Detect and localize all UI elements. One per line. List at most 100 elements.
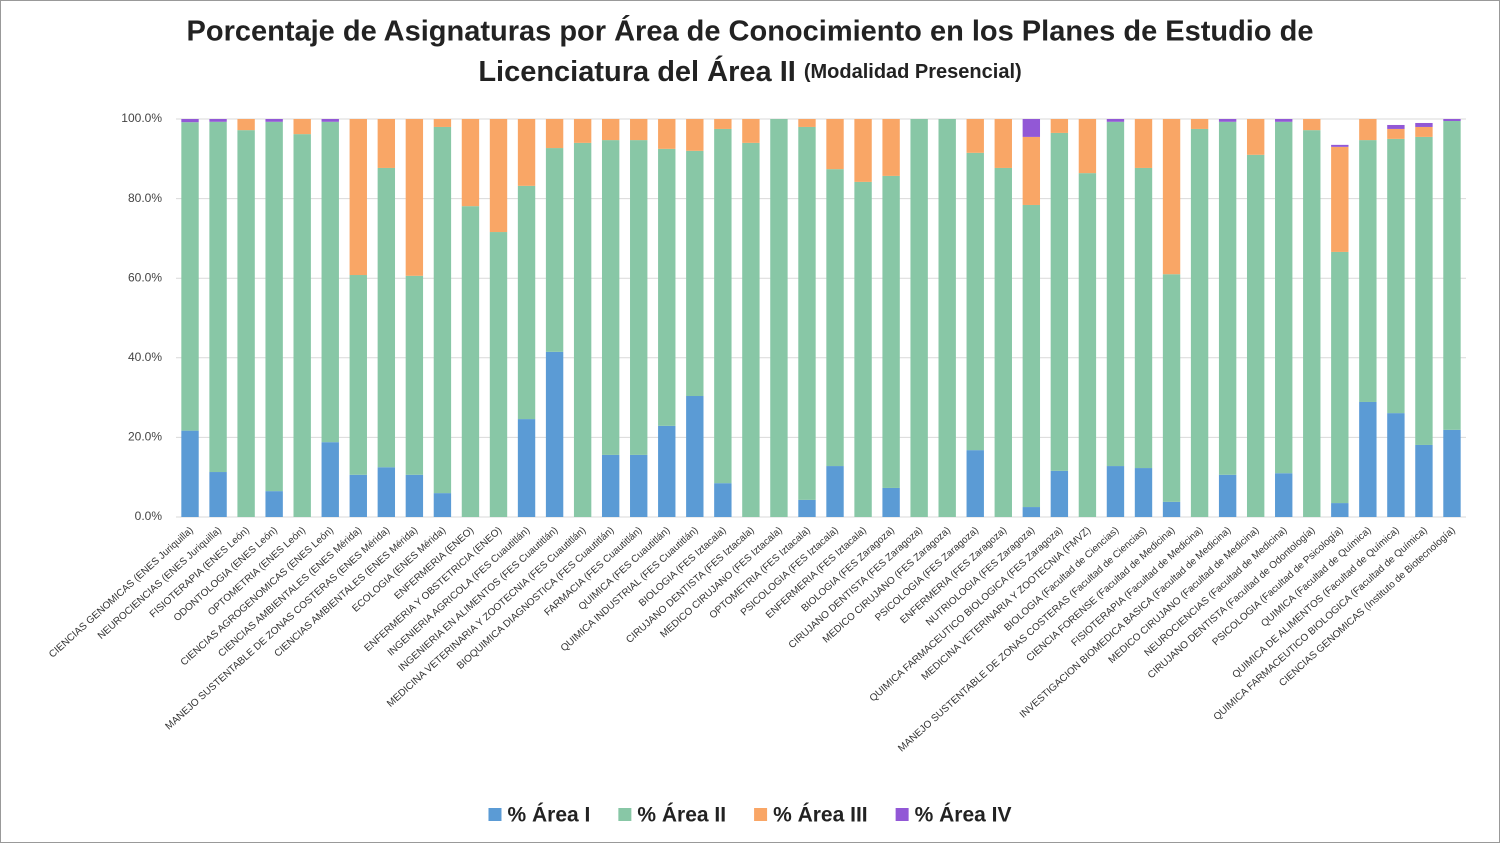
bar-segment [630, 119, 648, 141]
bar-segment [209, 121, 227, 473]
bar-segment [545, 148, 564, 352]
bar-segment [377, 167, 396, 468]
bar-segment [1050, 119, 1069, 133]
bar-segment [601, 119, 620, 141]
bar-segment [798, 126, 816, 500]
bar-segment [1415, 126, 1433, 137]
legend-swatch [618, 808, 632, 821]
y-tick-label: 20.0% [128, 430, 162, 444]
bar-segment [1022, 204, 1041, 508]
bar-segment [1106, 121, 1125, 467]
bar-segment [966, 450, 984, 517]
bar-segment [1106, 466, 1125, 517]
bar-segment [461, 206, 480, 518]
bar-segment [714, 483, 732, 517]
bar-segment [489, 119, 508, 233]
bar-segment [1190, 119, 1209, 129]
bar-segment [545, 351, 564, 517]
bar-segment [798, 119, 816, 127]
bar-segment [1387, 138, 1405, 414]
bar-segment [377, 467, 396, 517]
bar-segment [433, 119, 452, 127]
bar-segment [658, 119, 676, 149]
bar-segment [517, 119, 536, 186]
bar-segment [1387, 413, 1405, 517]
bar-segment [293, 134, 311, 517]
bar-segment [517, 419, 536, 517]
legend-label: % Área II [637, 804, 726, 827]
bar-segment [1162, 119, 1181, 275]
bar-segment [994, 167, 1012, 518]
bar-segment [1134, 119, 1153, 168]
bar-segment [714, 128, 732, 484]
y-tick-label: 60.0% [128, 270, 162, 284]
bar-segment [1331, 251, 1349, 504]
chart-title: Licenciatura del Área II [478, 54, 796, 88]
legend-label: % Área I [507, 804, 590, 827]
bar-segment [1415, 136, 1433, 445]
bar-segment [1359, 140, 1377, 402]
bar-segment [349, 474, 367, 517]
bar-segment [237, 130, 255, 518]
bar-segment [826, 466, 844, 517]
bar-segment [181, 430, 199, 517]
bar-segment [966, 119, 984, 153]
legend-swatch [895, 808, 909, 821]
bar-segment [1078, 119, 1097, 174]
bar-segment [349, 119, 367, 276]
bar-segment [658, 148, 676, 426]
bar-segment [293, 119, 311, 135]
legend-label: % Área IV [915, 804, 1012, 827]
bar-segment [209, 119, 227, 122]
chart-title-line: Licenciatura del Área II (Modalidad Prese… [478, 54, 1021, 88]
bar-segment [181, 122, 199, 431]
chart-subtitle: (Modalidad Presencial) [804, 61, 1022, 83]
legend-swatch [754, 808, 768, 821]
bar-segment [573, 119, 592, 143]
bar-segment [1275, 473, 1293, 517]
bar-segment [321, 119, 339, 122]
bar-segment [1331, 146, 1349, 252]
bar-segment [1162, 274, 1181, 502]
bar-segment [686, 119, 704, 151]
legend-label: % Área III [773, 804, 868, 827]
bar-segment [1050, 470, 1069, 517]
legend-swatch [488, 808, 502, 821]
bar-segment [1359, 401, 1377, 517]
bar-segment [321, 121, 339, 443]
bar-segment [658, 425, 676, 517]
bar-segment [1275, 119, 1293, 122]
chart-title: Porcentaje de Asignaturas por Área de Co… [187, 14, 1314, 48]
bar-segment [1134, 468, 1153, 517]
bar-segment [742, 119, 760, 143]
bar-segment [1415, 122, 1433, 127]
bar-segment [966, 152, 984, 451]
bar-segment [1415, 444, 1433, 517]
y-tick-label: 0.0% [135, 509, 163, 523]
bar-segment [1443, 119, 1461, 121]
bar-segment [882, 119, 900, 176]
y-tick-label: 40.0% [128, 350, 162, 364]
bar-segment [1078, 173, 1097, 518]
bar-segment [742, 142, 760, 517]
bar-segment [405, 275, 424, 475]
bar-segment [377, 119, 396, 168]
bar-segment [265, 121, 283, 492]
bar-segment [1359, 119, 1377, 141]
bar-segment [1331, 144, 1349, 147]
bar-segment [181, 119, 199, 123]
bar-segment [770, 119, 788, 517]
bar-segment [1303, 119, 1321, 131]
bar-segment [405, 474, 424, 517]
bar-segment [994, 119, 1012, 168]
bar-segment [630, 454, 648, 517]
bar-segment [601, 140, 620, 455]
bar-segment [910, 119, 928, 517]
bar-segment [826, 169, 844, 467]
bar-segment [1218, 119, 1237, 122]
bar-segment [1134, 167, 1153, 469]
bar-segment [1387, 124, 1405, 129]
bar-segment [1246, 119, 1265, 155]
bar-segment [882, 487, 900, 517]
bar-segment [517, 185, 536, 420]
